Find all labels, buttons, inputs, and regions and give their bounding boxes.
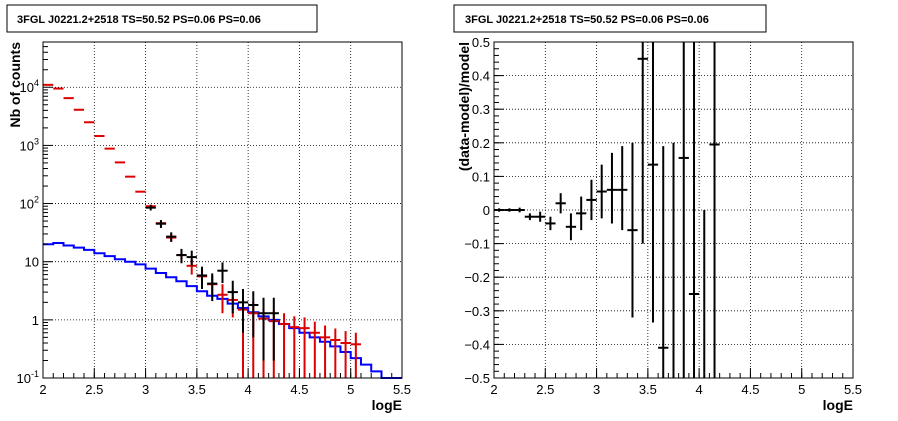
data-point [524,213,536,221]
data-point [606,152,618,224]
data-point [545,216,556,231]
data-point [555,193,566,214]
x-tick-label: 3 [593,382,600,397]
x-tick-label: 2 [39,382,46,397]
y-axis-label: (data-model)/model [456,42,472,171]
data-point [350,332,361,378]
y-tick-label: −0.4 [464,337,490,352]
data-point [299,317,310,378]
data-point [207,273,218,302]
y-tick-label: 102 [20,195,39,212]
y-tick-label: −0.3 [464,304,490,319]
residuals-panel: 3FGL J0221.2+2518 TS=50.52 PS=0.06 PS=0.… [453,4,862,413]
data-point [319,325,331,378]
y-tick-label: 0.2 [472,136,490,151]
data-point [278,313,290,378]
data-point [176,248,187,264]
data-point [678,42,689,378]
data-point [637,42,648,244]
data-point [258,297,269,361]
y-tick-label: 1 [32,313,39,328]
data-point [535,211,546,222]
data-point [145,205,156,211]
x-tick-label: 3 [142,382,149,397]
data-point [330,328,341,378]
data-point [514,207,525,213]
model-step-line [43,241,402,379]
data-point [186,250,197,266]
x-tick-label: 5 [798,382,805,397]
x-tick-label: 5.5 [393,382,411,397]
y-axis-label: Nb of counts [7,42,23,128]
data-point [658,146,669,378]
x-tick-label: 4 [245,382,252,397]
data-point [647,42,659,323]
chart-title: 3FGL J0221.2+2518 TS=50.52 PS=0.06 PS=0.… [17,14,261,26]
chart-title: 3FGL J0221.2+2518 TS=50.52 PS=0.06 PS=0.… [465,14,709,26]
data-point [155,220,167,228]
y-tick-label: 0.1 [472,169,490,184]
x-tick-label: 4 [696,382,703,397]
x-tick-label: 3.5 [639,382,657,397]
data-point [227,280,238,314]
data-point [196,266,208,289]
data-point [576,196,587,231]
data-point [166,232,177,242]
x-axis-label: logE [823,397,853,413]
data-point [340,331,351,378]
data-point [289,316,300,378]
data-point [268,297,279,361]
data-point [248,291,259,338]
title-box [453,4,767,33]
x-tick-label: 2 [490,382,497,397]
y-tick-label: 0 [483,203,490,218]
y-tick-label: 10 [25,255,39,270]
y-tick-label: 0.5 [472,35,490,50]
data-point [688,42,700,378]
data-point [217,262,228,284]
title-box [6,4,318,33]
y-tick-label: 0.3 [472,102,490,117]
x-tick-label: 4.5 [741,382,759,397]
x-tick-label: 5 [347,382,354,397]
x-tick-label: 4.5 [290,382,308,397]
y-tick-label: −0.5 [464,371,490,386]
data-point [596,164,607,219]
data-point [709,42,720,378]
y-tick-label: −0.1 [464,237,490,252]
counts-panel: 3FGL J0221.2+2518 TS=50.52 PS=0.06 PS=0.… [6,4,411,413]
y-tick-label: 0.4 [472,69,490,84]
data-point [217,284,228,314]
data-point [627,142,638,318]
data-point [617,146,628,231]
x-tick-label: 3.5 [188,382,206,397]
data-point [565,213,577,241]
x-tick-label: 2.5 [536,382,554,397]
x-tick-label: 5.5 [844,382,862,397]
x-tick-label: 2.5 [85,382,103,397]
y-tick-label: −0.2 [464,270,490,285]
data-point [309,321,320,378]
x-axis-label: logE [372,397,402,413]
data-point [586,179,597,221]
y-tick-label: 10-1 [17,369,39,386]
data-point [504,208,515,212]
plot-frame [42,41,403,379]
y-tick-label: 103 [20,136,39,153]
data-point [237,288,249,333]
